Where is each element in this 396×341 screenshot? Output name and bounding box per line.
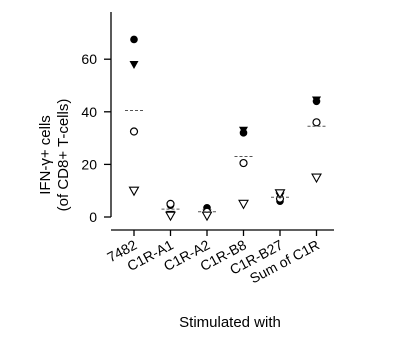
y-tick-label: 0 (89, 209, 97, 225)
data-point-filled-triangle (312, 96, 321, 105)
data-point-open-circle (239, 158, 248, 168)
data-point-open-triangle (201, 211, 213, 222)
x-axis-title: Stimulated with (179, 314, 281, 331)
y-axis-title: IFN-γ+ cells (of CD8+ T-cells) (37, 99, 72, 212)
data-point-filled-triangle (129, 60, 139, 69)
y-axis-title-line-2: (of CD8+ T-cells) (55, 99, 72, 212)
y-tick-label: 20 (81, 156, 97, 172)
data-point-open-circle (312, 118, 321, 127)
data-point-open-circle (166, 199, 175, 208)
data-point-open-triangle (311, 173, 322, 184)
data-point-open-triangle (128, 186, 140, 197)
data-points (125, 35, 326, 222)
y-ticks: 0 20 40 60 (81, 51, 111, 225)
data-point-open-triangle (238, 199, 249, 210)
data-point-open-triangle (165, 211, 176, 222)
y-tick-label: 60 (81, 51, 97, 67)
data-point-filled-circle (130, 35, 138, 44)
data-point-open-circle (129, 127, 139, 136)
data-point-open-triangle (274, 189, 286, 199)
y-tick-label: 40 (81, 104, 97, 120)
y-axis-title-line-1: IFN-γ+ cells (37, 115, 54, 195)
data-point-filled-triangle (239, 126, 248, 135)
